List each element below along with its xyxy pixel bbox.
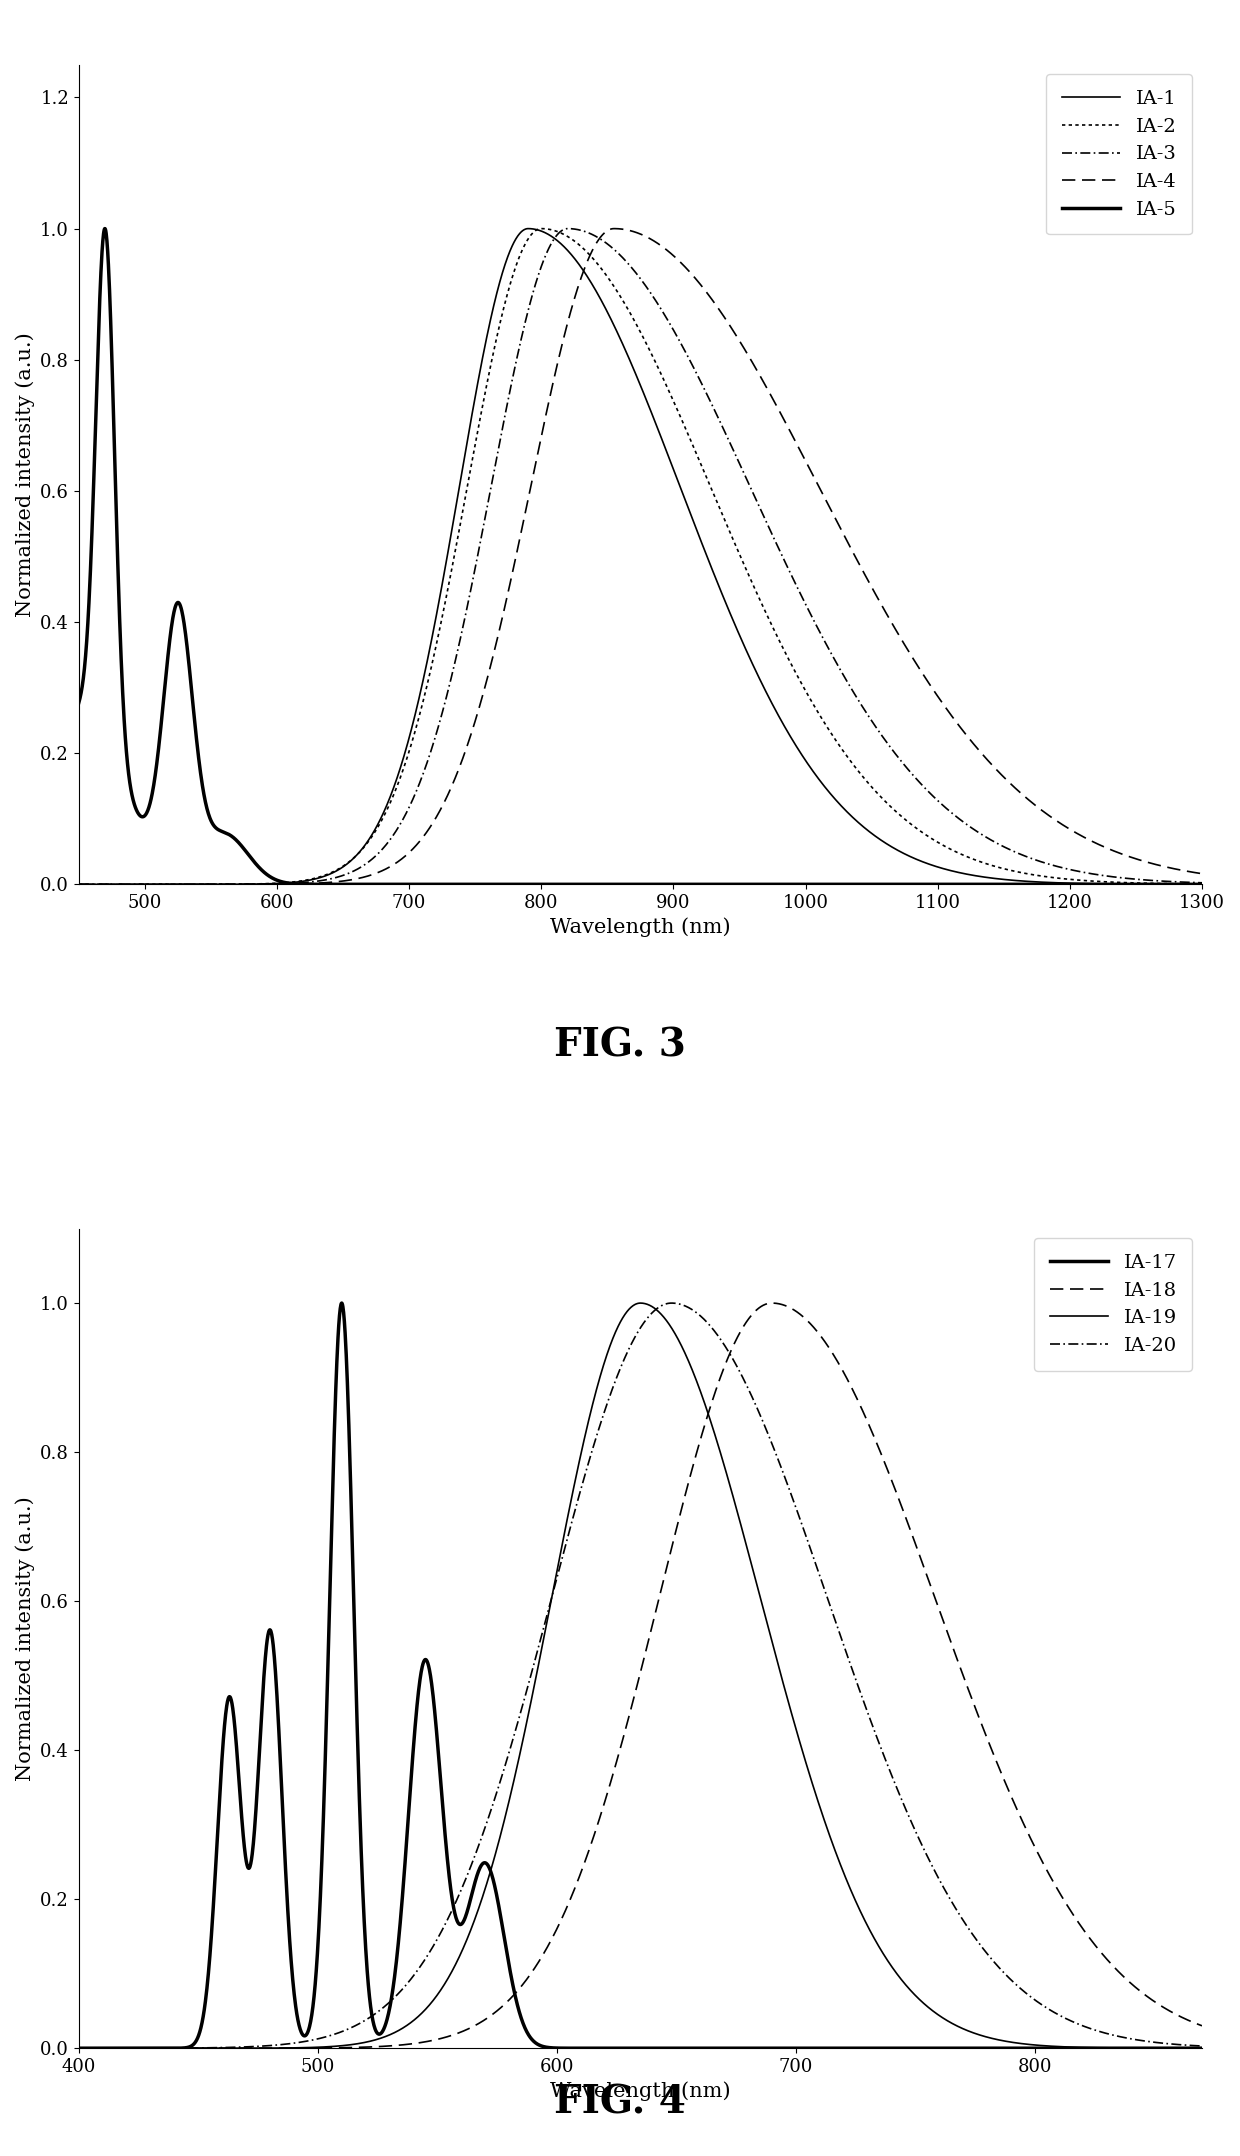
- IA-3: [267, 871, 281, 897]
- IA-1: [267, 871, 281, 897]
- IA-18: [551, 1912, 565, 1938]
- Line: IA-3: IA-3: [79, 229, 1202, 884]
- IA-18: [1194, 2014, 1209, 2040]
- IA-19: [1194, 2035, 1209, 2061]
- IA-4: [551, 347, 565, 373]
- IA-3: [72, 871, 87, 897]
- Line: IA-2: IA-2: [79, 229, 1202, 884]
- IA-4: [1173, 858, 1188, 884]
- IA-20: [1194, 2033, 1209, 2059]
- IA-5: [1194, 871, 1209, 897]
- IA-4: [502, 573, 517, 599]
- IA-5: [267, 867, 281, 893]
- IA-19: [200, 2035, 215, 2061]
- IA-3: [1194, 869, 1209, 895]
- IA-1: [1194, 871, 1209, 897]
- IA-18: [267, 2035, 281, 2061]
- IA-19: [72, 2035, 87, 2061]
- IA-2: [267, 871, 281, 897]
- IA-2: [534, 216, 549, 241]
- IA-19: [634, 1289, 649, 1315]
- IA-4: [1194, 860, 1209, 886]
- IA-1: [521, 216, 536, 241]
- Line: IA-4: IA-4: [79, 229, 1202, 884]
- IA-20: [267, 2033, 281, 2059]
- IA-3: [502, 379, 517, 405]
- IA-1: [72, 871, 87, 897]
- IA-5: [98, 216, 113, 241]
- Legend: IA-17, IA-18, IA-19, IA-20: IA-17, IA-18, IA-19, IA-20: [1034, 1238, 1193, 1371]
- IA-1: [1052, 869, 1066, 895]
- IA-1: [551, 229, 565, 254]
- IA-17: [72, 2035, 87, 2061]
- IA-3: [551, 220, 565, 246]
- IA-2: [72, 871, 87, 897]
- IA-4: [1052, 811, 1066, 837]
- IA-3: [1173, 869, 1188, 895]
- IA-18: [1173, 2003, 1188, 2029]
- IA-2: [502, 274, 517, 300]
- IA-4: [200, 871, 215, 897]
- IA-20: [72, 2035, 87, 2061]
- IA-19: [1052, 2033, 1066, 2059]
- IA-2: [551, 220, 565, 246]
- Line: IA-18: IA-18: [79, 1302, 1202, 2048]
- IA-20: [1052, 2003, 1066, 2029]
- IA-18: [502, 1986, 517, 2012]
- IA-2: [1052, 865, 1066, 890]
- IA-19: [267, 2035, 281, 2061]
- IA-18: [200, 2035, 215, 2061]
- Text: FIG. 4: FIG. 4: [554, 2083, 686, 2122]
- IA-20: [200, 2035, 215, 2061]
- IA-2: [200, 871, 215, 897]
- IA-18: [765, 1289, 780, 1315]
- IA-4: [72, 871, 87, 897]
- IA-19: [1173, 2035, 1188, 2061]
- Y-axis label: Normalized intensity (a.u.): Normalized intensity (a.u.): [15, 1496, 35, 1781]
- IA-17: [1052, 2035, 1066, 2061]
- Line: IA-17: IA-17: [79, 1302, 1202, 2048]
- IA-5: [72, 690, 87, 716]
- Line: IA-5: IA-5: [79, 229, 1202, 884]
- IA-2: [1194, 871, 1209, 897]
- IA-17: [551, 2035, 565, 2061]
- IA-5: [1173, 871, 1188, 897]
- IA-3: [560, 216, 575, 241]
- IA-19: [551, 1552, 565, 1578]
- IA-18: [72, 2035, 87, 2061]
- IA-4: [606, 216, 621, 241]
- IA-17: [267, 1636, 281, 1662]
- IA-20: [665, 1289, 680, 1315]
- IA-1: [1173, 871, 1188, 897]
- X-axis label: Wavelength (nm): Wavelength (nm): [551, 2081, 730, 2102]
- IA-3: [200, 871, 215, 897]
- IA-5: [1052, 871, 1066, 897]
- X-axis label: Wavelength (nm): Wavelength (nm): [551, 918, 730, 938]
- IA-17: [502, 1958, 517, 1984]
- IA-5: [551, 871, 565, 897]
- Legend: IA-1, IA-2, IA-3, IA-4, IA-5: IA-1, IA-2, IA-3, IA-4, IA-5: [1047, 75, 1193, 235]
- Text: FIG. 3: FIG. 3: [554, 1026, 686, 1065]
- IA-17: [1194, 2035, 1209, 2061]
- IA-5: [200, 798, 215, 824]
- IA-1: [200, 871, 215, 897]
- IA-19: [502, 1785, 517, 1811]
- IA-1: [502, 239, 517, 265]
- Y-axis label: Normalized intensity (a.u.): Normalized intensity (a.u.): [15, 332, 35, 617]
- IA-17: [200, 1975, 215, 2001]
- IA-17: [1173, 2035, 1188, 2061]
- Line: IA-20: IA-20: [79, 1302, 1202, 2048]
- IA-4: [267, 871, 281, 897]
- IA-20: [1173, 2031, 1188, 2057]
- IA-3: [1052, 854, 1066, 880]
- IA-17: [335, 1289, 350, 1315]
- IA-18: [1052, 1880, 1066, 1906]
- IA-20: [551, 1559, 565, 1585]
- IA-20: [502, 1738, 517, 1764]
- Line: IA-1: IA-1: [79, 229, 1202, 884]
- Line: IA-19: IA-19: [79, 1302, 1202, 2048]
- IA-5: [502, 871, 517, 897]
- IA-2: [1173, 871, 1188, 897]
